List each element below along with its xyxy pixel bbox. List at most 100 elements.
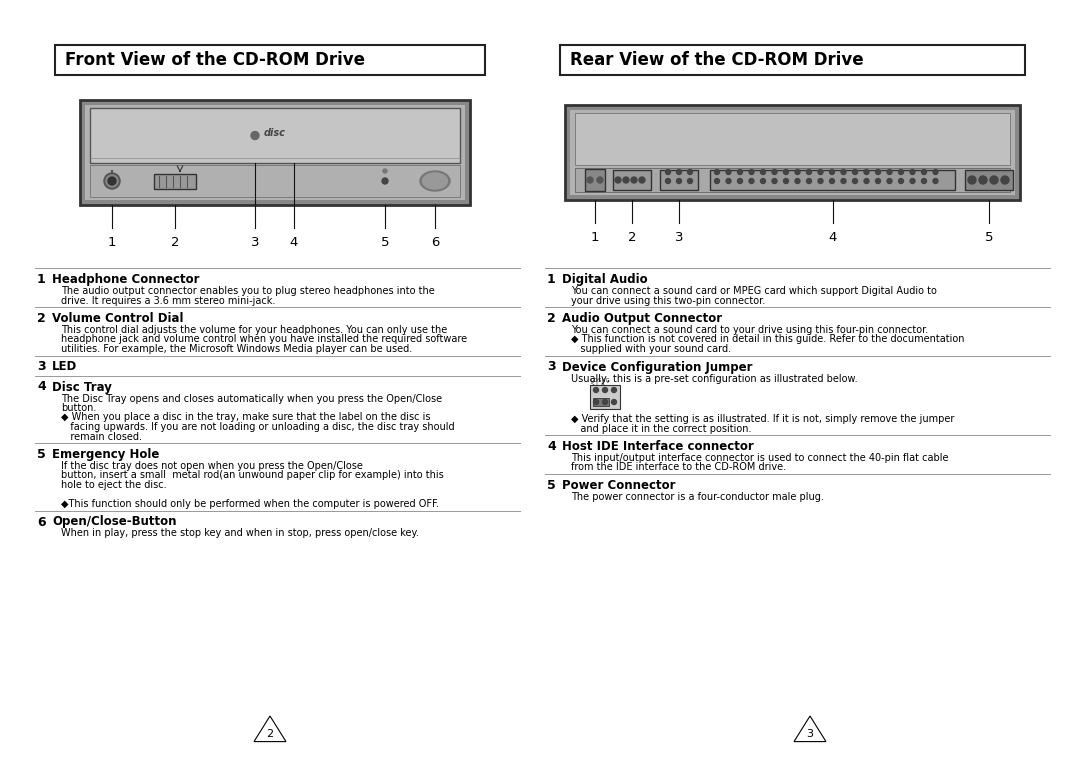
Text: The power connector is a four-conductor male plug.: The power connector is a four-conductor … <box>571 492 824 502</box>
Circle shape <box>818 179 823 183</box>
Circle shape <box>864 169 869 175</box>
Text: Digital Audio: Digital Audio <box>562 273 648 286</box>
Circle shape <box>665 179 671 183</box>
Circle shape <box>760 169 766 175</box>
Text: The audio output connector enables you to plug stereo headphones into the: The audio output connector enables you t… <box>60 286 435 296</box>
Circle shape <box>750 179 754 183</box>
Text: 6: 6 <box>431 236 440 249</box>
Circle shape <box>876 169 880 175</box>
Text: Open/Close-Button: Open/Close-Button <box>52 516 176 529</box>
Text: your drive using this two-pin connector.: your drive using this two-pin connector. <box>571 295 766 305</box>
Circle shape <box>611 388 617 392</box>
Circle shape <box>783 169 788 175</box>
FancyBboxPatch shape <box>660 170 698 190</box>
Text: 1: 1 <box>108 236 117 249</box>
Circle shape <box>382 178 388 184</box>
Text: 1: 1 <box>591 231 599 244</box>
Text: ◆ Verify that the setting is as illustrated. If it is not, simply remove the jum: ◆ Verify that the setting is as illustra… <box>571 414 955 424</box>
Text: 4: 4 <box>828 231 837 244</box>
Text: LED: LED <box>52 360 78 374</box>
Text: ◆ When you place a disc in the tray, make sure that the label on the disc is: ◆ When you place a disc in the tray, mak… <box>60 413 431 423</box>
FancyBboxPatch shape <box>55 45 485 75</box>
FancyBboxPatch shape <box>590 385 620 409</box>
Circle shape <box>383 169 387 173</box>
Circle shape <box>615 177 621 183</box>
Text: Front View of the CD-ROM Drive: Front View of the CD-ROM Drive <box>65 51 365 69</box>
Text: utilities. For example, the Microsoft Windows Media player can be used.: utilities. For example, the Microsoft Wi… <box>60 344 413 354</box>
Text: 2: 2 <box>37 312 45 325</box>
FancyBboxPatch shape <box>710 170 955 190</box>
Circle shape <box>726 179 731 183</box>
Text: Power Connector: Power Connector <box>562 479 675 492</box>
Text: facing upwards. If you are not loading or unloading a disc, the disc tray should: facing upwards. If you are not loading o… <box>60 422 455 432</box>
FancyBboxPatch shape <box>575 113 1010 165</box>
Text: Emergency Hole: Emergency Hole <box>52 448 160 461</box>
Circle shape <box>603 388 607 392</box>
Text: button, insert a small  metal rod(an unwound paper clip for example) into this: button, insert a small metal rod(an unwo… <box>60 471 444 481</box>
Circle shape <box>715 179 719 183</box>
Text: 5: 5 <box>546 479 556 492</box>
Circle shape <box>829 179 835 183</box>
Text: This control dial adjusts the volume for your headphones. You can only use the: This control dial adjusts the volume for… <box>60 325 447 335</box>
Circle shape <box>623 177 629 183</box>
Circle shape <box>750 169 754 175</box>
Circle shape <box>108 177 116 185</box>
Circle shape <box>104 173 120 189</box>
Circle shape <box>726 169 731 175</box>
Text: 3: 3 <box>807 729 813 739</box>
Circle shape <box>852 169 858 175</box>
Text: 4: 4 <box>289 236 298 249</box>
Text: 3: 3 <box>37 360 45 374</box>
Circle shape <box>594 388 598 392</box>
Circle shape <box>807 179 811 183</box>
Circle shape <box>597 177 603 183</box>
Circle shape <box>933 169 939 175</box>
Text: 5: 5 <box>381 236 389 249</box>
Circle shape <box>899 169 904 175</box>
Circle shape <box>665 169 671 175</box>
Text: 2: 2 <box>267 729 273 739</box>
Text: S L A: S L A <box>591 382 605 387</box>
Circle shape <box>588 177 593 183</box>
Text: You can connect a sound card to your drive using this four-pin connector.: You can connect a sound card to your dri… <box>571 325 928 335</box>
Circle shape <box>841 179 846 183</box>
Circle shape <box>887 179 892 183</box>
Text: The Disc Tray opens and closes automatically when you press the Open/Close: The Disc Tray opens and closes automatic… <box>60 394 442 404</box>
Text: hole to eject the disc.: hole to eject the disc. <box>60 480 166 490</box>
Circle shape <box>251 131 259 140</box>
Circle shape <box>829 169 835 175</box>
Circle shape <box>852 179 858 183</box>
Circle shape <box>876 179 880 183</box>
Text: ◆ This function is not covered in detail in this guide. Refer to the documentati: ◆ This function is not covered in detail… <box>571 334 964 345</box>
Text: When in play, press the stop key and when in stop, press open/close key.: When in play, press the stop key and whe… <box>60 529 419 539</box>
Circle shape <box>631 177 637 183</box>
FancyBboxPatch shape <box>575 168 1010 192</box>
Text: 2: 2 <box>627 231 636 244</box>
Text: Host IDE Interface connector: Host IDE Interface connector <box>562 440 754 453</box>
Text: 4: 4 <box>37 381 45 394</box>
Text: Device Configuration Jumper: Device Configuration Jumper <box>562 360 753 374</box>
Text: CDSNG: CDSNG <box>591 378 611 383</box>
Circle shape <box>611 400 617 404</box>
Text: 5: 5 <box>37 448 45 461</box>
Circle shape <box>738 179 743 183</box>
FancyBboxPatch shape <box>154 173 195 188</box>
FancyBboxPatch shape <box>966 170 1013 190</box>
Circle shape <box>772 179 777 183</box>
Text: button.: button. <box>60 403 96 413</box>
Text: 2: 2 <box>546 312 556 325</box>
Circle shape <box>807 169 811 175</box>
Circle shape <box>864 179 869 183</box>
FancyBboxPatch shape <box>585 169 605 191</box>
Circle shape <box>1001 176 1009 184</box>
Text: Volume Control Dial: Volume Control Dial <box>52 312 184 325</box>
Text: from the IDE interface to the CD-ROM drive.: from the IDE interface to the CD-ROM dri… <box>571 462 786 472</box>
FancyBboxPatch shape <box>593 398 609 406</box>
Text: If the disc tray does not open when you press the Open/Close: If the disc tray does not open when you … <box>60 461 363 471</box>
Text: 5: 5 <box>985 231 994 244</box>
Circle shape <box>818 169 823 175</box>
Text: ◆This function should only be performed when the computer is powered OFF.: ◆This function should only be performed … <box>60 499 438 509</box>
Circle shape <box>795 169 800 175</box>
Text: 1: 1 <box>37 273 45 286</box>
Circle shape <box>594 400 598 404</box>
